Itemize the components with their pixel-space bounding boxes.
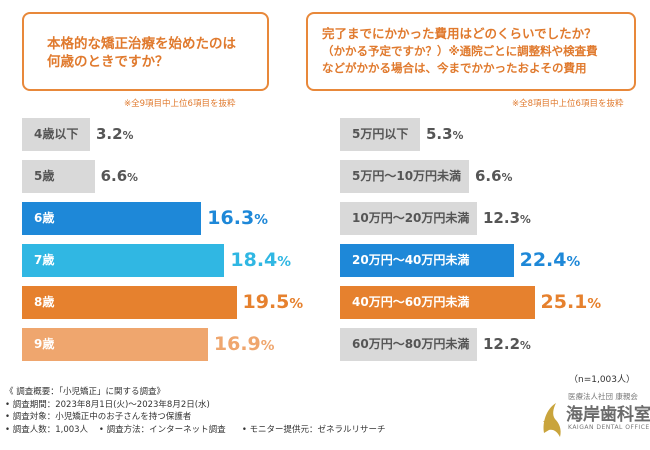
cost-value-label-2: 12.3%: [483, 209, 531, 227]
dolphin-icon: [543, 403, 561, 437]
question-age-line2: 何歳のときですか？: [47, 54, 169, 70]
age-value-label-2: 16.3%: [207, 207, 268, 229]
logo-en: KAIGAN DENTAL OFFICE: [568, 424, 650, 431]
age-category-label-4: 8歳: [34, 295, 55, 309]
question-box-age: 本格的な矯正治療を始めたのは 何歳のときですか？: [22, 12, 269, 91]
cost-category-label-4: 40万円～60万円未満: [352, 295, 470, 309]
question-cost-line3: などがかかる場合は、今までかかったおよその費用: [322, 61, 587, 75]
age-value-label-3: 18.4%: [230, 249, 291, 271]
age-category-label-2: 6歳: [34, 211, 55, 225]
sample-size: （n=1,003人）: [569, 375, 636, 385]
age-value-label-4: 19.5%: [242, 291, 304, 313]
age-category-label-1: 5歳: [34, 169, 55, 183]
age-category-label-5: 9歳: [34, 337, 55, 351]
survey-count: • 調査人数：1,003人: [5, 424, 89, 435]
cost-bar-4: 40万円～60万円未満: [340, 286, 535, 319]
cost-category-label-5: 60万円～80万円未満: [352, 337, 470, 351]
logo-corp: 医療法人社団 康親会: [568, 392, 638, 401]
age-bar-2: 6歳: [22, 202, 202, 235]
question-cost-line2: （かかる予定ですか？）※通院ごとに調整料や検査費: [322, 43, 598, 58]
age-value-label-5: 16.9%: [213, 333, 275, 355]
age-bar-3: 7歳: [22, 244, 225, 277]
cost-bar-2: 10万円～20万円未満: [340, 202, 477, 235]
note-cost: ※全8項目中上位6項目を抜粋: [512, 99, 624, 109]
survey-method: • 調査方法：インターネット調査: [98, 424, 226, 435]
cost-category-label-0: 5万円以下: [352, 127, 409, 141]
survey-period: • 調査期間：2023年8月1日(火)～2023年8月2日(水): [5, 399, 210, 410]
question-box-cost: 完了までにかかった費用はどのくらいでしたか？ （かかる予定ですか？）※通院ごとに…: [306, 12, 636, 91]
cost-category-label-3: 20万円～40万円未満: [352, 253, 470, 267]
survey-target: • 調査対象：小児矯正中のお子さんを持つ保護者: [5, 412, 192, 422]
cost-value-label-0: 5.3%: [426, 125, 464, 143]
cost-value-label-3: 22.4%: [519, 249, 581, 271]
cost-value-label-1: 6.6%: [475, 167, 513, 185]
age-bar-4: 8歳: [22, 286, 237, 319]
cost-category-label-1: 5万円～10万円未満: [352, 169, 462, 183]
age-bar-5: 9歳: [22, 328, 208, 361]
cost-bar-5: 60万円～80万円未満: [340, 328, 477, 361]
question-cost-line1: 完了までにかかった費用はどのくらいでしたか？: [322, 26, 597, 41]
cost-value-label-4: 25.1%: [540, 291, 602, 313]
cost-bar-0: 5万円以下: [340, 118, 420, 151]
survey-provider: • モニター提供元：ゼネラルリサーチ: [241, 424, 386, 435]
survey-title: 《 調査概要：「小児矯正」に関する調査》: [5, 387, 165, 397]
cost-value-label-5: 12.2%: [483, 335, 531, 353]
question-age-line1: 本格的な矯正治療を始めたのは: [47, 36, 236, 52]
age-value-label-0: 3.2%: [96, 125, 134, 143]
survey-count-method: • 調査人数：1,003人 • 調査方法：インターネット調査 • モニター提供元…: [5, 424, 386, 437]
cost-category-label-2: 10万円～20万円未満: [352, 211, 470, 225]
age-bar-0: 4歳以下: [22, 118, 90, 151]
age-category-label-3: 7歳: [34, 253, 55, 267]
age-category-label-0: 4歳以下: [34, 127, 79, 141]
survey-summary: 《 調査概要：「小児矯正」に関する調査》 • 調査期間：2023年8月1日(火)…: [5, 386, 386, 436]
clinic-logo: 医療法人社団 康親会 海岸歯科室 KAIGAN DENTAL OFFICE: [540, 391, 650, 447]
age-value-label-1: 6.6%: [100, 167, 138, 185]
note-age: ※全9項目中上位6項目を抜粋: [124, 99, 236, 109]
cost-bar-3: 20万円～40万円未満: [340, 244, 514, 277]
age-bar-1: 5歳: [22, 160, 95, 193]
logo-name: 海岸歯科室: [566, 405, 650, 425]
cost-bar-1: 5万円～10万円未満: [340, 160, 469, 193]
